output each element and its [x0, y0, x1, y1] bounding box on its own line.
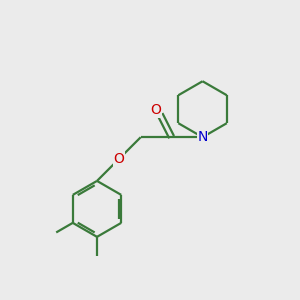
- Text: N: N: [197, 130, 208, 144]
- Text: N: N: [197, 130, 208, 144]
- Text: O: O: [151, 103, 162, 117]
- Text: O: O: [113, 152, 124, 166]
